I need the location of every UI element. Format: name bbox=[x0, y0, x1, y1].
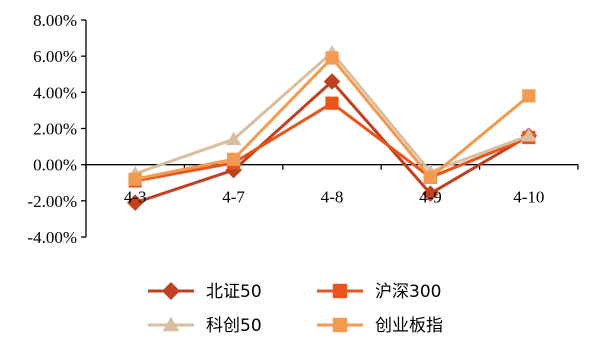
legend-marker bbox=[332, 317, 348, 333]
x-tick-labels: 4-3 4-7 4-8 4-9 4-10 bbox=[124, 188, 545, 207]
y-tick-label: 8.00% bbox=[33, 11, 77, 30]
x-tick-label: 4-3 bbox=[124, 188, 147, 207]
legend-marker bbox=[332, 283, 348, 299]
data-point bbox=[126, 194, 144, 211]
y-tick-label: 6.00% bbox=[33, 47, 77, 66]
series-line bbox=[134, 51, 530, 176]
data-point bbox=[423, 170, 437, 184]
data-point bbox=[323, 73, 341, 90]
legend-label: 北证50 bbox=[206, 282, 262, 302]
legend-item: 北证50 bbox=[148, 282, 262, 302]
legend-label: 创业板指 bbox=[375, 316, 443, 336]
legend-marker bbox=[162, 282, 180, 300]
y-tick-label: -4.00% bbox=[27, 228, 77, 247]
x-tick-label: 4-9 bbox=[419, 188, 442, 207]
y-tick-label: 0.00% bbox=[33, 156, 77, 175]
legend: 北证50 沪深300 科创50 创业板指 bbox=[148, 282, 443, 336]
y-tick-label: 4.00% bbox=[33, 83, 77, 102]
x-tick-label: 4-10 bbox=[513, 188, 544, 207]
x-tick-label: 4-8 bbox=[321, 188, 344, 207]
y-tick-label: -2.00% bbox=[27, 192, 77, 211]
data-point bbox=[521, 128, 537, 142]
data-point bbox=[522, 89, 536, 103]
legend-item: 沪深300 bbox=[317, 282, 441, 302]
data-point bbox=[227, 152, 241, 166]
x-tick-label: 4-7 bbox=[222, 188, 245, 207]
series-layer bbox=[126, 44, 538, 211]
axes: 8.00% 6.00% 4.00% 2.00% 0.00% -2.00% -4.00% bbox=[27, 11, 579, 247]
data-point bbox=[325, 96, 339, 110]
data-point bbox=[128, 172, 142, 186]
data-point bbox=[422, 185, 439, 202]
data-point bbox=[325, 51, 339, 65]
legend-item: 科创50 bbox=[148, 316, 262, 336]
legend-item: 创业板指 bbox=[317, 316, 443, 336]
legend-marker bbox=[162, 316, 180, 332]
legend-label: 科创50 bbox=[206, 316, 262, 336]
y-tick-label: 2.00% bbox=[33, 120, 77, 139]
series-4 bbox=[128, 51, 536, 186]
data-point bbox=[225, 131, 242, 146]
legend-label: 沪深300 bbox=[375, 282, 441, 302]
